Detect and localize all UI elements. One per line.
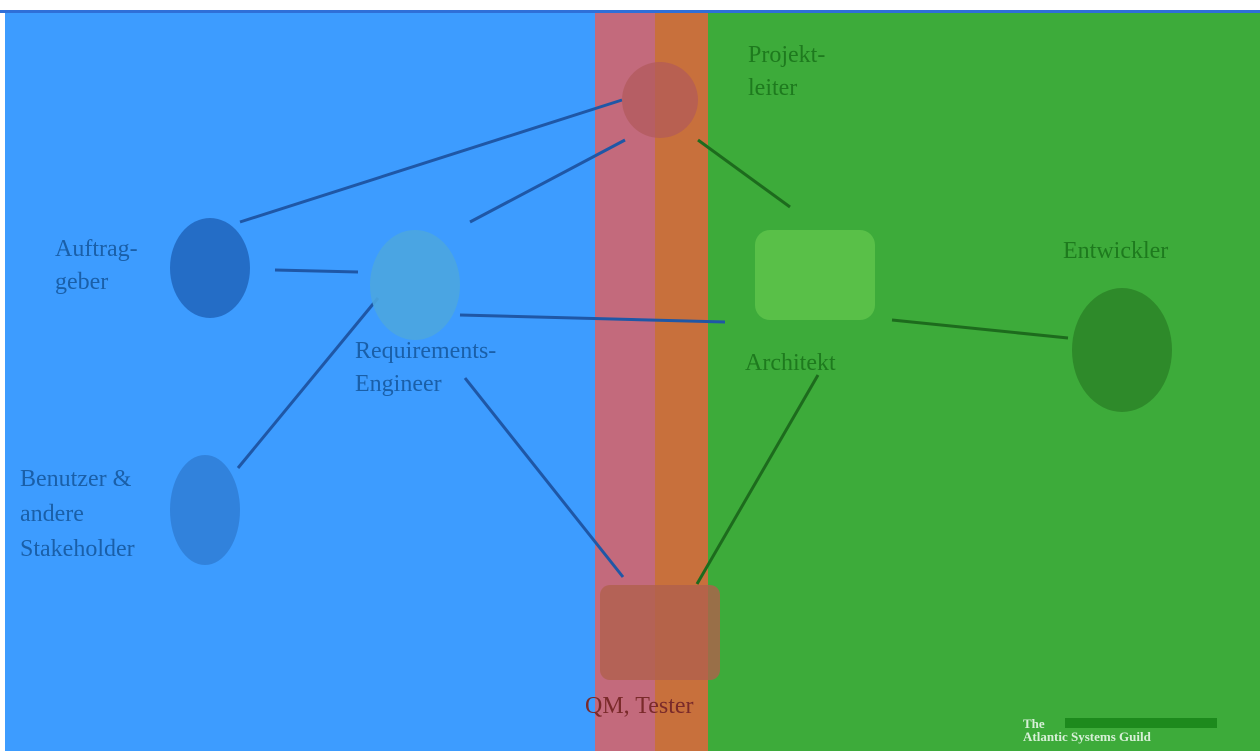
region-green	[708, 13, 1260, 751]
connections	[236, 98, 1069, 585]
edge	[469, 138, 626, 224]
icon-projektleiter	[622, 62, 698, 138]
node-label: geber	[55, 269, 108, 295]
node-label: Projekt-	[748, 42, 825, 68]
edge	[463, 377, 625, 578]
icon-architekt	[755, 230, 875, 320]
edge	[891, 318, 1069, 340]
node-label: Entwickler	[1063, 238, 1168, 264]
labels: Projekt-leiter Auftrag-geber Requirements-…	[20, 42, 1168, 744]
edge	[695, 374, 820, 585]
node-label: Architekt	[745, 350, 836, 376]
node-label: QM, Tester	[585, 693, 694, 719]
icon-requirements-engineer	[370, 230, 460, 340]
edge	[236, 297, 380, 469]
icons	[170, 62, 1217, 728]
icon-auftraggeber	[170, 218, 250, 318]
node-label: Engineer	[355, 371, 442, 397]
logo-text: Atlantic Systems Guild	[1023, 729, 1152, 744]
node-label: Benutzer &	[20, 466, 132, 492]
node-label: Requirements-	[355, 338, 496, 364]
logo-bar	[1065, 718, 1217, 728]
node-label: andere	[20, 501, 84, 527]
edge	[239, 98, 623, 224]
edge	[697, 138, 791, 209]
logo-text: The	[1023, 716, 1045, 731]
node-label: Auftrag-	[55, 236, 138, 262]
region-blue	[5, 13, 595, 751]
icon-benutzer	[170, 455, 240, 565]
node-label: leiter	[748, 75, 797, 101]
edge	[459, 313, 726, 324]
top-border	[0, 10, 1260, 13]
node-label: Stakeholder	[20, 536, 135, 562]
icon-qm-tester	[600, 585, 720, 680]
icon-entwickler	[1072, 288, 1172, 412]
edge	[274, 268, 359, 274]
